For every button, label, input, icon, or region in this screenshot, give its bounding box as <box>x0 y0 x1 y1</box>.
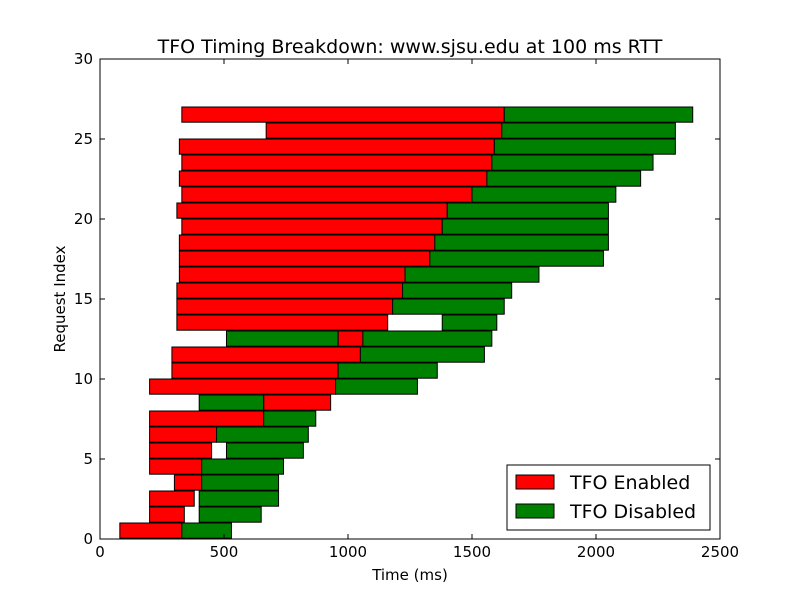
bar-disabled-1-0 <box>181 522 232 539</box>
bar-enabled-12-11 <box>171 346 361 363</box>
bar-disabled-14-14 <box>441 314 498 331</box>
bar-disabled-19-19 <box>434 234 609 251</box>
bar-enabled-14-13 <box>176 314 389 331</box>
bar-enabled-23-22 <box>178 170 488 187</box>
legend-label-disabled: TFO Disabled <box>569 501 696 523</box>
x-tick-label-3: 1500 <box>453 543 491 561</box>
bar-enabled-21-20 <box>176 202 448 219</box>
bar-disabled-17-17 <box>404 266 540 283</box>
legend: TFO Enabled TFO Disabled <box>506 464 711 531</box>
bar-enabled-20-19 <box>181 218 443 235</box>
y-tick-label-2: 10 <box>74 370 93 388</box>
bar-enabled-2-1 <box>149 506 185 523</box>
bar-enabled-26-25 <box>265 122 503 139</box>
bar-disabled-27-27 <box>503 106 694 123</box>
legend-label-enabled: TFO Enabled <box>569 472 690 494</box>
bar-enabled-13-12 <box>337 330 364 347</box>
bar-enabled-6-5 <box>149 442 213 459</box>
bar-enabled-27-26 <box>181 106 505 123</box>
bar-disabled-26-26 <box>501 122 676 139</box>
bars-group <box>119 106 694 539</box>
bar-disabled-4-3 <box>201 474 280 491</box>
bar-disabled-5-4 <box>201 458 285 475</box>
bar-disabled-8-7 <box>263 410 317 427</box>
bar-disabled-3-2 <box>198 490 280 507</box>
x-tick-label-5: 2500 <box>701 543 739 561</box>
bar-disabled-21-21 <box>446 202 609 219</box>
bar-enabled-7-6 <box>149 426 218 443</box>
y-tick-label-0: 0 <box>83 530 93 548</box>
bar-disabled-13-12 <box>225 330 339 347</box>
legend-swatch-disabled <box>515 503 555 519</box>
bar-enabled-18-17 <box>178 250 431 267</box>
bar-enabled-17-16 <box>178 266 406 283</box>
x-tick-label-4: 2000 <box>577 543 615 561</box>
bar-enabled-4-3 <box>173 474 203 491</box>
bar-disabled-25-25 <box>493 138 676 155</box>
bar-enabled-24-23 <box>181 154 493 171</box>
bar-enabled-25-24 <box>178 138 495 155</box>
bar-disabled-12-11 <box>359 346 485 363</box>
bar-disabled-15-15 <box>392 298 505 315</box>
y-tick-label-6: 30 <box>74 50 93 68</box>
y-tick-label-4: 20 <box>74 210 93 228</box>
bar-disabled-9-8 <box>198 394 265 411</box>
bar-enabled-19-18 <box>178 234 436 251</box>
bar-disabled-22-22 <box>471 186 617 203</box>
bar-disabled-20-20 <box>441 218 609 235</box>
bar-disabled-7-6 <box>216 426 309 443</box>
y-tick-label-5: 25 <box>74 130 93 148</box>
x-tick-label-0: 0 <box>95 543 105 561</box>
bar-enabled-9-8 <box>263 394 332 411</box>
chart-title: TFO Timing Breakdown: www.sjsu.edu at 10… <box>157 36 663 58</box>
y-axis-label: Request Index <box>51 245 69 352</box>
bar-disabled-24-24 <box>491 154 654 171</box>
bar-disabled-13-13 <box>362 330 493 347</box>
bar-disabled-6-5 <box>225 442 304 459</box>
bar-disabled-11-10 <box>337 362 438 379</box>
x-axis-label: Time (ms) <box>371 566 448 584</box>
legend-swatch-enabled <box>515 474 555 490</box>
bar-enabled-10-9 <box>149 378 337 395</box>
bar-enabled-3-2 <box>149 490 195 507</box>
bar-enabled-5-4 <box>149 458 203 475</box>
bar-disabled-23-23 <box>486 170 642 187</box>
ticks-group: 0 500 1000 1500 2000 2500 0 5 10 15 20 25 30 <box>74 50 739 561</box>
bar-enabled-16-15 <box>176 282 404 299</box>
bar-enabled-15-14 <box>176 298 394 315</box>
bar-disabled-2-1 <box>198 506 262 523</box>
bar-enabled-1-0 <box>119 522 183 539</box>
bar-disabled-16-16 <box>402 282 513 299</box>
bar-disabled-10-9 <box>335 378 418 395</box>
x-tick-label-2: 1000 <box>329 543 367 561</box>
bar-disabled-18-18 <box>429 250 604 267</box>
bar-enabled-22-21 <box>181 186 473 203</box>
bar-enabled-11-10 <box>171 362 339 379</box>
y-tick-label-3: 15 <box>74 290 93 308</box>
bar-enabled-8-7 <box>149 410 265 427</box>
x-tick-label-1: 500 <box>210 543 239 561</box>
y-tick-label-1: 5 <box>83 450 93 468</box>
